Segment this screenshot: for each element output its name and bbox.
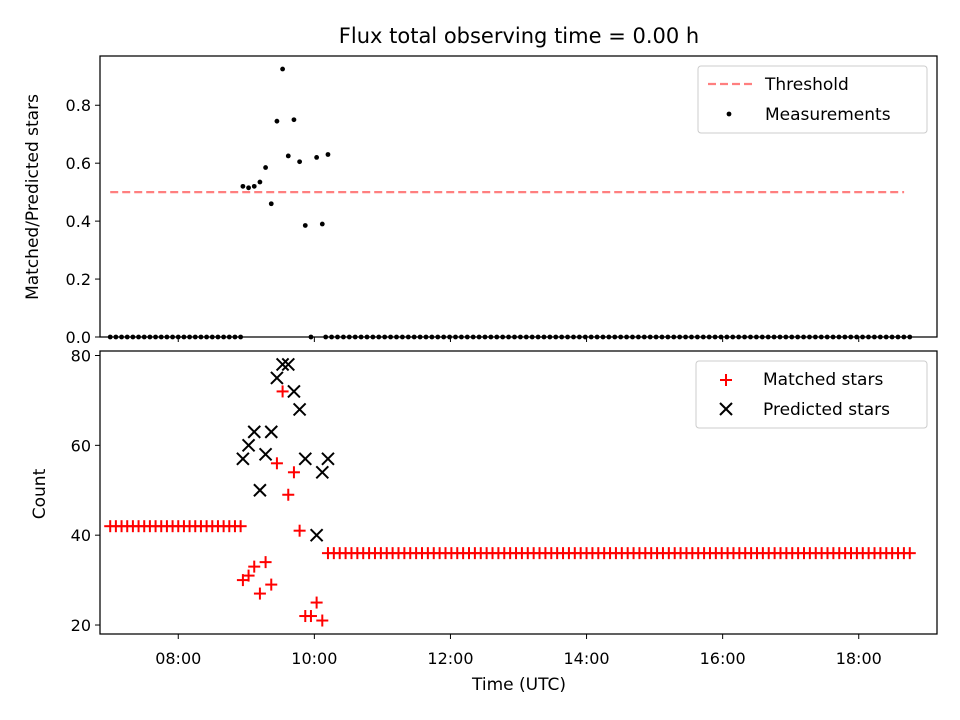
bottom-legend: Matched stars Predicted stars — [695, 360, 928, 429]
top-axes-layer: 0.0 0.2 0.4 0.6 0.8 — [66, 96, 860, 347]
legend-measurements-label: Measurements — [765, 105, 891, 125]
predicted-marker-b — [258, 447, 273, 462]
measurement-point — [319, 221, 325, 227]
top-ytick-label: 0.8 — [66, 96, 91, 115]
bottom-xlabel: Time (UTC) — [471, 675, 566, 695]
predicted-marker — [287, 384, 301, 399]
matched-marker — [282, 488, 295, 501]
predicted-marker — [292, 402, 307, 417]
predicted-marker-b — [315, 465, 329, 479]
measurement-point — [297, 159, 303, 165]
top-ylabel: Matched/Predicted stars — [23, 94, 43, 300]
bottom-xtick-label: 16:00 — [700, 649, 746, 668]
measurement-point — [285, 153, 291, 159]
bottom-ytick-label: 80 — [71, 346, 91, 365]
predicted-marker-b — [270, 371, 284, 385]
matched-marker — [259, 556, 272, 569]
chart-title: Flux total observing time = 0.00 h — [339, 24, 699, 48]
measurement-point — [325, 152, 331, 157]
matched-marker — [310, 596, 323, 609]
predicted-marker-b — [309, 528, 324, 542]
top-plot-frame — [99, 55, 938, 338]
predicted-marker — [275, 357, 290, 372]
predicted-marker — [253, 483, 267, 497]
measurement-point — [263, 165, 268, 170]
predicted-marker-b — [292, 402, 307, 417]
top-ytick-label: 0.2 — [66, 270, 91, 289]
predicted-marker — [236, 452, 250, 466]
measurement-point — [291, 117, 297, 123]
predicted-marker-b — [264, 425, 278, 439]
measurement-point — [302, 223, 308, 228]
top-legend: Threshold Measurements — [697, 65, 928, 134]
predicted-marker — [270, 371, 284, 385]
predicted-marker-b — [321, 452, 335, 466]
measurement-point — [280, 66, 285, 72]
legend-threshold-label: Threshold — [764, 75, 849, 95]
measurement-point — [268, 201, 274, 207]
bottom-xtick-label: 10:00 — [291, 649, 337, 668]
measurement-point — [251, 183, 257, 189]
measurement-point — [246, 185, 251, 191]
matched-marker — [903, 547, 916, 560]
predicted-marker — [298, 452, 312, 466]
predicted-marker-b — [241, 438, 256, 453]
predicted-marker-b — [275, 357, 290, 372]
predicted-marker — [309, 528, 324, 542]
measurement-point — [240, 183, 246, 189]
legend-matched-swatch — [720, 374, 732, 386]
bottom-xtick-label: 18:00 — [836, 649, 882, 668]
top-ytick-label: 0.4 — [66, 212, 91, 231]
predicted-marker — [241, 438, 256, 453]
bottom-ylabel: Count — [30, 468, 50, 519]
matched-marker — [287, 466, 300, 479]
bottom-axes-layer: 20 40 60 80 08:00 10:00 12:00 14:00 16:00 18:00 — [71, 346, 882, 668]
bottom-legend-box — [695, 360, 928, 429]
measurement-point — [257, 179, 263, 185]
bottom-xtick-label: 08:00 — [155, 649, 201, 668]
matched-marker — [242, 569, 255, 582]
predicted-marker-b — [281, 357, 295, 372]
matched-marker — [253, 587, 266, 600]
predicted-marker-b — [236, 452, 250, 466]
top-ytick-label: 0.0 — [66, 328, 91, 347]
top-legend-box — [697, 65, 928, 134]
matched-marker — [316, 614, 329, 627]
bottom-xtick-label: 14:00 — [563, 649, 609, 668]
bottom-xtick-label: 12:00 — [427, 649, 473, 668]
top-ytick-label: 0.6 — [66, 154, 91, 173]
matched-marker — [270, 457, 283, 470]
legend-measurements-swatch — [726, 111, 732, 117]
bottom-panel: 20 40 60 80 08:00 10:00 12:00 14:00 16:00 18:00 C… — [30, 346, 938, 695]
measurement-point — [274, 118, 280, 124]
predicted-marker — [315, 465, 329, 479]
bottom-ytick-label: 40 — [71, 526, 91, 545]
matched-marker — [265, 578, 278, 591]
predicted-marker — [281, 357, 295, 372]
legend-predicted-swatch — [719, 402, 733, 416]
bottom-ytick-label: 20 — [71, 616, 91, 635]
bottom-ytick-label: 60 — [71, 436, 91, 455]
matched-marker — [248, 560, 261, 573]
bottom-data-layer — [104, 357, 916, 627]
predicted-marker — [321, 452, 335, 466]
matched-marker — [293, 524, 306, 537]
legend-predicted-label: Predicted stars — [763, 400, 890, 420]
predicted-marker-b — [253, 483, 267, 497]
predicted-marker — [258, 447, 273, 462]
legend-matched-label: Matched stars — [763, 370, 883, 390]
measurement-point — [314, 154, 320, 160]
predicted-marker-b — [247, 425, 261, 439]
bottom-plot-frame — [99, 350, 938, 635]
matched-marker — [304, 610, 317, 623]
predicted-marker — [247, 425, 261, 439]
matched-marker — [276, 385, 289, 398]
predicted-marker-b — [287, 384, 301, 399]
matched-marker — [234, 520, 247, 533]
top-panel: 0.00.20.40.60.8 Matched/Predicted stars … — [23, 55, 938, 347]
predicted-marker — [264, 425, 278, 439]
predicted-marker-b — [298, 452, 312, 466]
